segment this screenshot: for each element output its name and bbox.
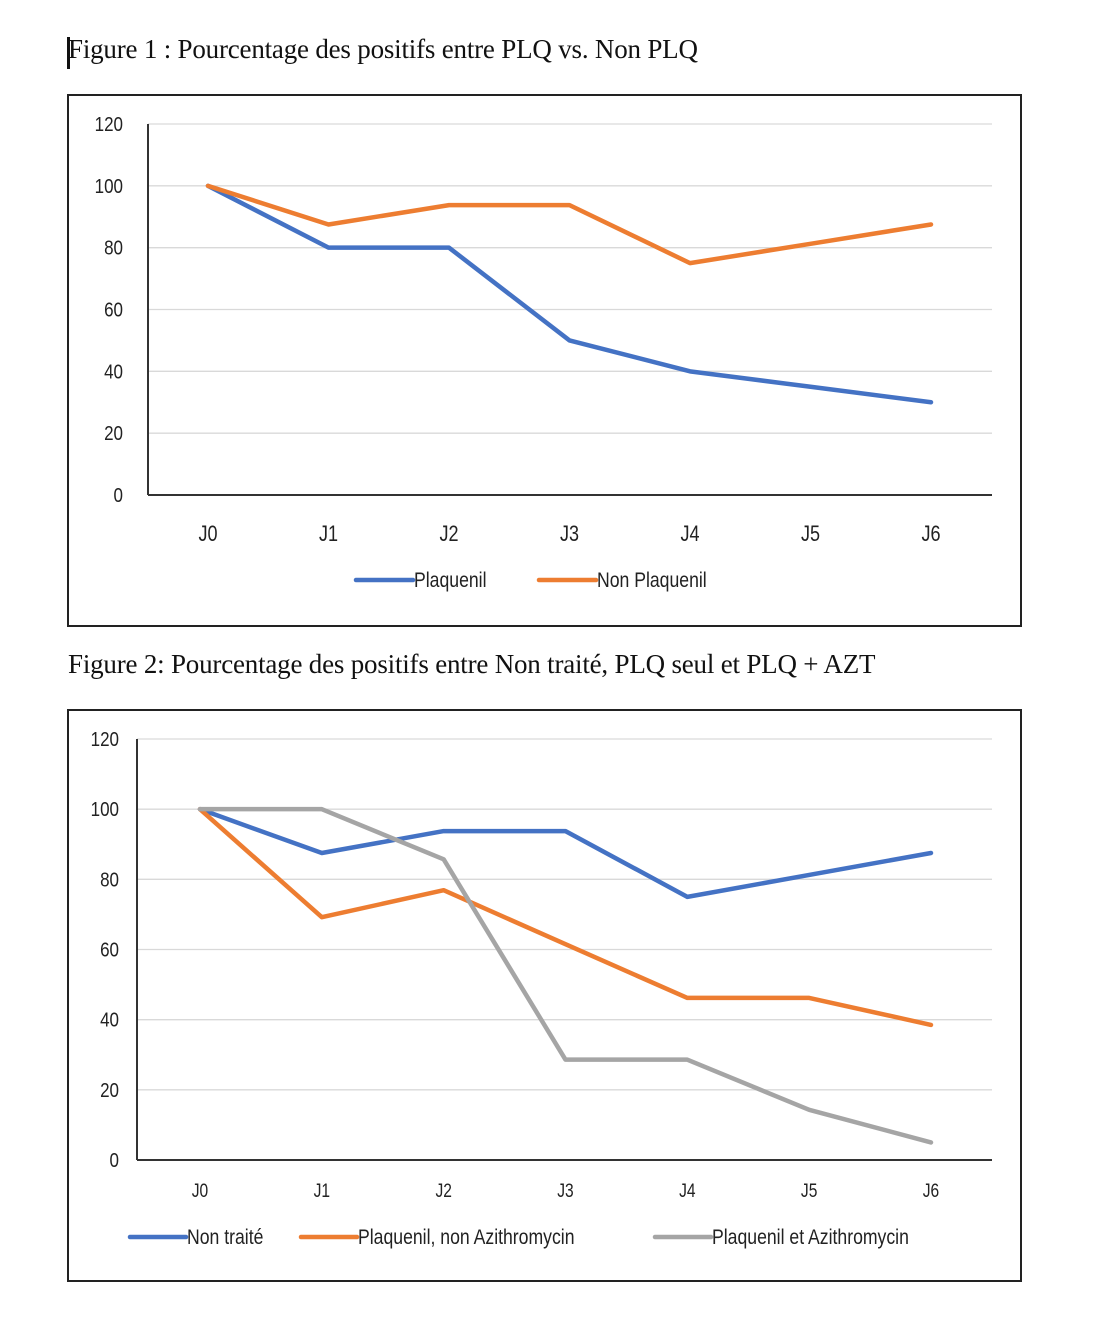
x-tick-label: J6 [923,1180,939,1202]
y-tick-label: 0 [110,1149,119,1172]
y-tick-label: 120 [91,728,119,751]
y-tick-label: 40 [100,1008,119,1031]
y-tick-label: 60 [104,298,123,321]
x-tick-label: J4 [679,1180,696,1202]
legend-label: Non Plaquenil [597,569,707,593]
y-tick-label: 60 [100,938,119,961]
text-cursor [67,37,70,69]
x-tick-label: J3 [560,522,579,546]
series-line-non-plaquenil [205,183,934,266]
x-tick-label: J2 [435,1180,451,1202]
y-tick-label: 120 [95,113,123,136]
x-tick-label: J3 [557,1180,573,1202]
x-tick-label: J0 [192,1180,208,1202]
legend-item: Non Plaquenil [536,569,707,593]
x-tick-label: J1 [314,1180,330,1202]
legend-item: Plaquenil, non Azithromycin [298,1226,575,1250]
y-tick-label: 100 [91,798,119,821]
figure-1-chart-frame: 0 20 40 60 80 100 120 J0 J1 J2 J3 J4 J5 J6 Plaquenil No… [67,94,1022,627]
figure-2-caption: Figure 2: Pourcentage des positifs entre… [68,649,876,679]
y-tick-label: 20 [100,1079,119,1102]
x-tick-label: J4 [680,522,699,546]
series-line-non-trait [197,806,934,900]
figure-1-chart: 0 20 40 60 80 100 120 J0 J1 J2 J3 J4 J5 J6 Plaquenil No… [95,113,992,593]
x-tick-label: J5 [801,522,820,546]
y-tick-label: 80 [104,236,123,259]
x-tick-label: J6 [921,522,940,546]
legend-label: Plaquenil [414,569,487,593]
legend-item: Non traité [127,1226,263,1250]
series-line-plaquenil-et-azithromycin [197,806,934,1145]
legend-item: Plaquenil [353,569,487,593]
x-tick-label: J1 [319,522,338,546]
figure-2-chart-frame: 0 20 40 60 80 100 120 J0 J1 J2 J3 J4 J5 J6 Non traité P… [67,709,1022,1282]
legend-label: Plaquenil et Azithromycin [712,1226,909,1250]
y-tick-label: 40 [104,360,123,383]
series-line-plaquenil-non-azithromycin [197,806,934,1028]
figure-1-caption: Figure 1 : Pourcentage des positifs entr… [68,34,698,64]
x-tick-label: J5 [801,1180,817,1202]
y-tick-label: 0 [114,484,123,507]
legend-label: Plaquenil, non Azithromycin [358,1226,575,1250]
legend-label: Non traité [187,1226,263,1250]
y-tick-label: 80 [100,868,119,891]
y-tick-label: 100 [95,175,123,198]
figure-2-chart: 0 20 40 60 80 100 120 J0 J1 J2 J3 J4 J5 J6 Non traité P… [91,728,992,1250]
x-tick-label: J0 [198,522,217,546]
x-tick-label: J2 [439,522,458,546]
series-line-plaquenil [205,183,934,405]
y-tick-label: 20 [104,422,123,445]
legend-item: Plaquenil et Azithromycin [652,1226,909,1250]
